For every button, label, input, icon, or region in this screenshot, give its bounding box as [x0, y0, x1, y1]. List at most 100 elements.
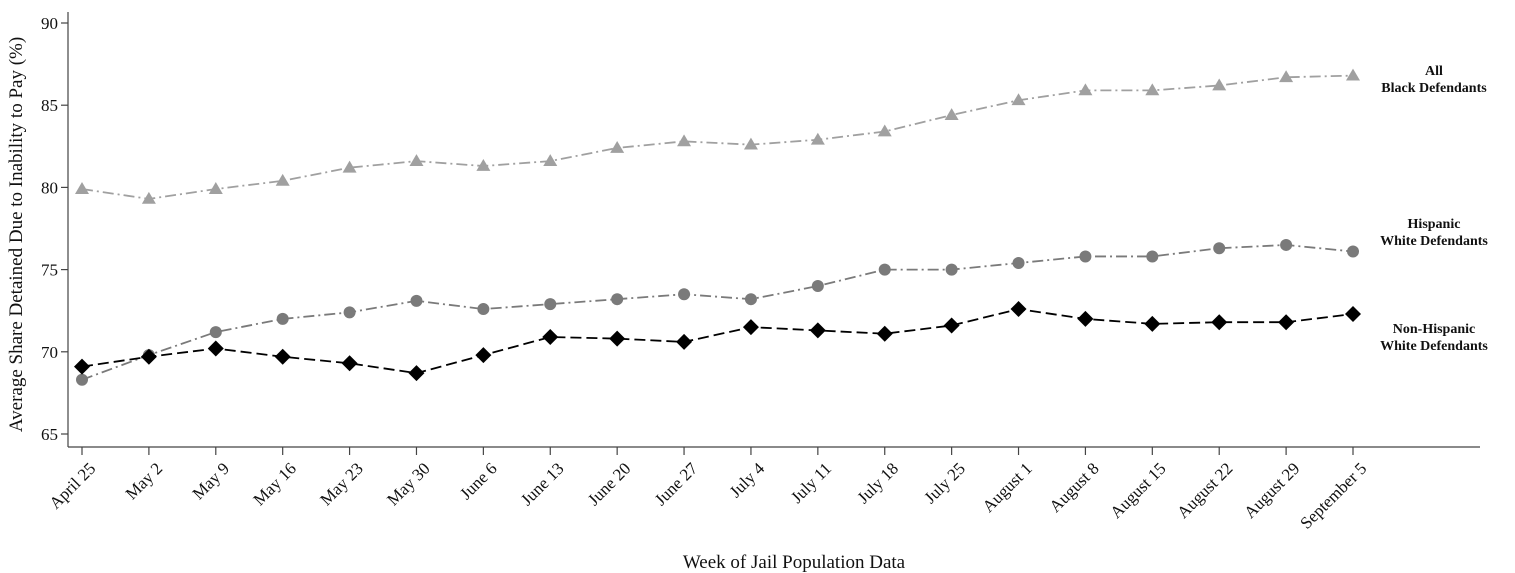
data-point — [542, 329, 559, 346]
data-point — [408, 365, 425, 382]
series-label-line: White Defendants — [1380, 234, 1488, 249]
data-point — [476, 159, 491, 171]
data-point — [743, 137, 758, 150]
series-label: Hispanic White Defendants — [1380, 217, 1488, 249]
data-point — [141, 191, 156, 204]
x-tick-label: May 9 — [189, 459, 233, 503]
series-label-line: Non-Hispanic — [1393, 322, 1475, 337]
y-tick-label: 75 — [41, 261, 58, 280]
data-point — [1010, 301, 1027, 318]
data-point — [477, 303, 490, 316]
x-tick-label: May 30 — [383, 459, 434, 510]
data-point — [676, 333, 693, 350]
x-tick-label: June 27 — [651, 459, 702, 510]
data-point — [1146, 250, 1159, 263]
data-point — [943, 317, 960, 334]
data-point — [1278, 314, 1295, 331]
data-point — [811, 280, 824, 293]
data-point — [1212, 78, 1227, 91]
data-point — [276, 312, 289, 325]
data-point — [1213, 242, 1226, 255]
x-tick-label: May 16 — [249, 459, 300, 510]
data-point — [544, 298, 557, 311]
data-point — [1145, 83, 1160, 96]
data-point — [1279, 70, 1294, 83]
data-point — [809, 322, 826, 339]
y-tick-label: 90 — [41, 14, 58, 33]
series-label-line: White Defendants — [1380, 339, 1488, 354]
data-point — [74, 358, 90, 375]
data-point — [1144, 315, 1161, 332]
data-point — [742, 319, 759, 336]
data-point — [1012, 257, 1025, 270]
series-label: All Black Defendants — [1381, 64, 1487, 96]
series-diamond — [74, 301, 1361, 382]
x-tick-label: July 11 — [787, 459, 835, 507]
data-point — [1077, 310, 1094, 327]
data-point — [275, 173, 290, 186]
data-point — [678, 288, 691, 301]
data-point — [1280, 238, 1293, 251]
data-point — [1347, 245, 1359, 258]
series-circle — [76, 238, 1359, 386]
data-point — [1345, 305, 1361, 322]
data-point — [209, 326, 222, 339]
y-tick-label: 70 — [41, 343, 58, 362]
y-tick-label: 85 — [41, 96, 58, 115]
data-point — [677, 134, 692, 147]
data-point — [543, 154, 558, 166]
y-axis-title: Average Share Detained Due to Inability … — [6, 37, 27, 432]
x-tick-label: July 4 — [726, 459, 769, 502]
data-point — [343, 306, 356, 319]
series-lines — [74, 68, 1361, 386]
series-triangle — [75, 68, 1360, 204]
x-tick-label: June 6 — [456, 459, 500, 503]
y-tick-label: 80 — [41, 178, 58, 197]
data-point — [877, 124, 892, 137]
x-axis-title: Week of Jail Population Data — [683, 552, 906, 573]
x-tick-label: July 25 — [920, 459, 969, 508]
data-point — [609, 330, 626, 347]
data-point — [409, 154, 424, 166]
x-tick-label: July 18 — [854, 459, 903, 508]
data-point — [1011, 93, 1026, 106]
data-point — [610, 140, 625, 153]
data-point — [341, 355, 358, 372]
x-tick-label: August 29 — [1240, 459, 1303, 522]
data-point — [410, 294, 423, 307]
data-point — [1078, 83, 1093, 96]
series-line — [81, 244, 1354, 381]
data-point — [878, 263, 891, 276]
x-tick-label: August 22 — [1173, 459, 1236, 522]
x-tick-label: June 13 — [517, 459, 568, 510]
series-label: Non-Hispanic White Defendants — [1380, 322, 1488, 354]
series-label-line: Hispanic — [1408, 217, 1461, 232]
data-point — [207, 340, 224, 357]
y-tick-label: 65 — [41, 425, 58, 444]
data-point — [1346, 68, 1360, 81]
x-tick-label: May 2 — [122, 459, 166, 503]
data-point — [810, 132, 825, 145]
data-point — [140, 348, 157, 365]
data-point — [475, 347, 492, 364]
data-point — [1079, 250, 1092, 263]
x-tick-label: May 23 — [316, 459, 367, 510]
data-point — [76, 373, 88, 386]
data-point — [1211, 314, 1228, 331]
x-tick-label: April 25 — [45, 459, 99, 513]
data-point — [274, 348, 291, 365]
data-point — [611, 293, 624, 306]
x-tick-label: August 8 — [1046, 459, 1103, 516]
data-point — [744, 293, 757, 306]
x-tick-label: August 1 — [979, 459, 1036, 516]
series-line — [81, 74, 1354, 200]
x-tick-label: August 15 — [1106, 459, 1169, 522]
data-point — [876, 325, 893, 342]
data-point — [342, 160, 357, 173]
series-line — [81, 308, 1354, 375]
data-point — [945, 263, 958, 276]
data-point — [75, 182, 89, 194]
data-point — [944, 108, 959, 120]
